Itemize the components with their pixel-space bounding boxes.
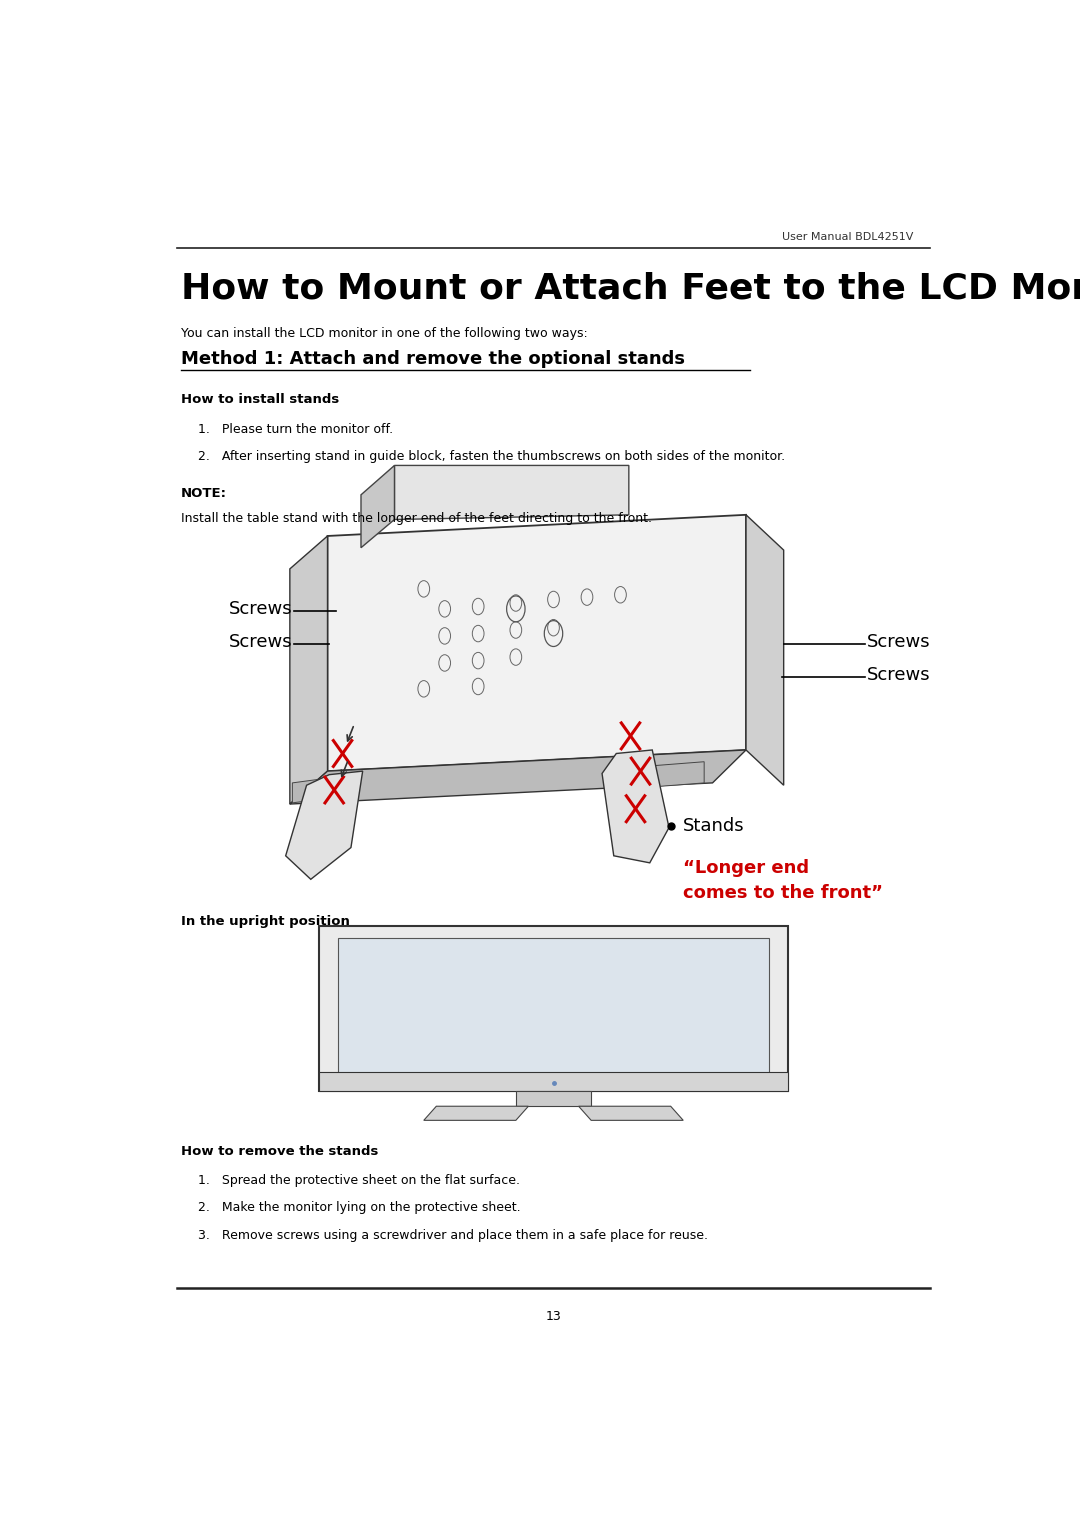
Text: How to Mount or Attach Feet to the LCD Monitor: How to Mount or Attach Feet to the LCD M… [181,272,1080,305]
Text: 2.   Make the monitor lying on the protective sheet.: 2. Make the monitor lying on the protect… [198,1202,521,1214]
Polygon shape [320,927,788,1090]
Text: Install the table stand with the longer end of the feet directing to the front.: Install the table stand with the longer … [181,513,652,525]
Text: Screws: Screws [229,600,293,618]
Polygon shape [327,515,746,771]
Polygon shape [285,771,363,880]
Text: Stands: Stands [684,817,745,835]
Text: 1.   Spread the protective sheet on the flat surface.: 1. Spread the protective sheet on the fl… [198,1174,519,1188]
Polygon shape [320,1072,788,1090]
Text: How to install stands: How to install stands [181,392,339,406]
Text: User Manual BDL4251V: User Manual BDL4251V [782,232,914,243]
Polygon shape [293,777,336,803]
Polygon shape [579,1106,684,1121]
Text: Screws: Screws [867,666,931,684]
Polygon shape [289,750,746,805]
Polygon shape [289,536,327,805]
Text: NOTE:: NOTE: [181,487,227,499]
Text: 13: 13 [545,1310,562,1322]
Polygon shape [361,466,394,548]
Polygon shape [338,938,769,1075]
Text: In the upright position: In the upright position [181,915,350,927]
Polygon shape [394,466,629,519]
Polygon shape [516,1090,591,1106]
Text: Screws: Screws [867,632,931,651]
Text: “Longer end
comes to the front”: “Longer end comes to the front” [684,860,883,902]
Text: 2.   After inserting stand in guide block, fasten the thumbscrews on both sides : 2. After inserting stand in guide block,… [198,450,785,463]
Polygon shape [746,515,784,785]
Text: You can install the LCD monitor in one of the following two ways:: You can install the LCD monitor in one o… [181,327,588,339]
Text: Method 1: Attach and remove the optional stands: Method 1: Attach and remove the optional… [181,350,685,368]
Text: 1.   Please turn the monitor off.: 1. Please turn the monitor off. [198,423,393,437]
Text: 3.   Remove screws using a screwdriver and place them in a safe place for reuse.: 3. Remove screws using a screwdriver and… [198,1229,707,1241]
Polygon shape [423,1106,528,1121]
Polygon shape [629,762,704,789]
Text: How to remove the stands: How to remove the stands [181,1145,378,1157]
Text: Screws: Screws [229,632,293,651]
Polygon shape [602,750,669,863]
